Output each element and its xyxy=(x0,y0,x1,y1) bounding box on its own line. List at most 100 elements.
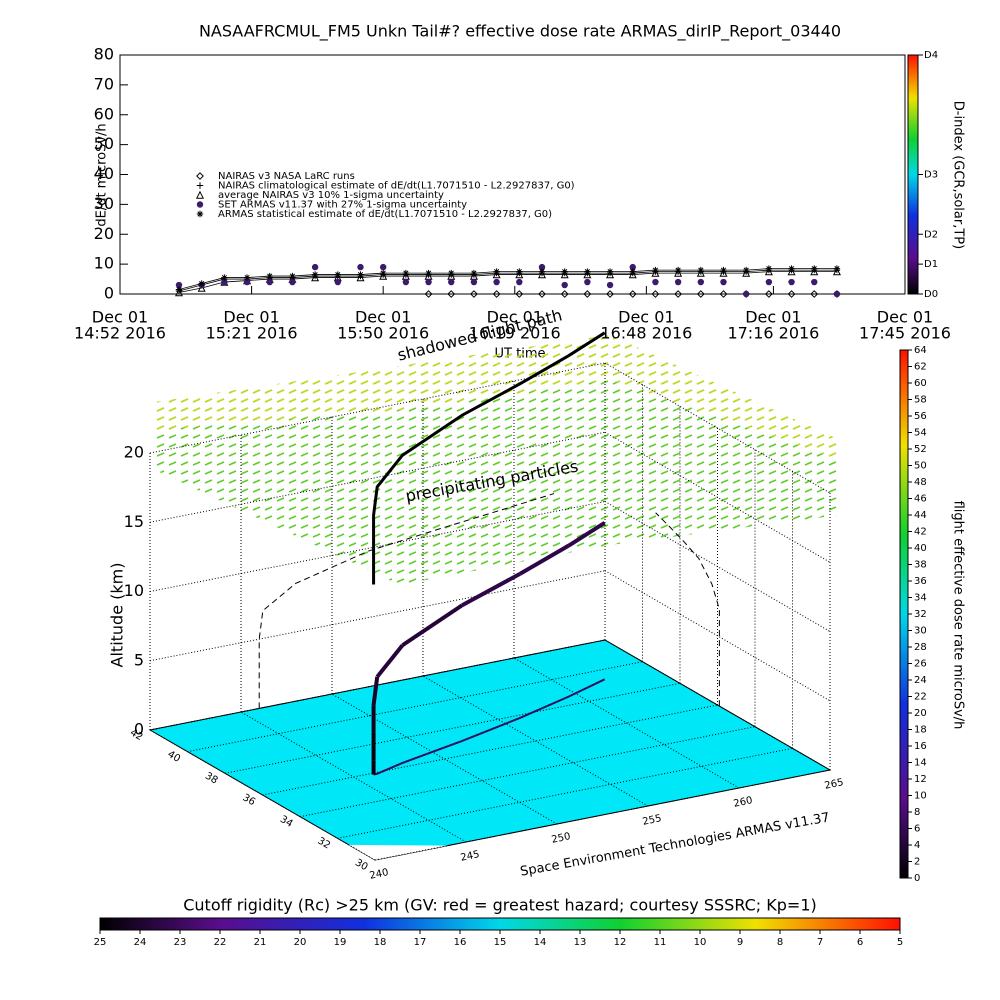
x-tick-label: Dec 01 xyxy=(745,308,801,327)
colorbar xyxy=(99,917,901,931)
x-tick-label: 16:19 2016 xyxy=(469,324,561,343)
colorbar-tick-label: 54 xyxy=(914,428,927,439)
flight-segment xyxy=(401,603,464,647)
data-point xyxy=(720,278,727,286)
colorbar-tick-label: 20 xyxy=(294,937,307,948)
x-tick-label: 14:52 2016 xyxy=(74,324,166,343)
colorbar-tick-label: 52 xyxy=(914,444,927,455)
wall-shadow xyxy=(655,512,720,707)
data-point xyxy=(174,288,183,297)
data-point xyxy=(696,290,705,298)
y-axis-label: dE/dt microSv/h xyxy=(95,123,110,226)
y-tick-label: 20 xyxy=(94,224,114,243)
colorbar-tick-label: 18 xyxy=(374,937,387,948)
data-point xyxy=(311,273,320,282)
colorbar-tick-label: 19 xyxy=(334,937,347,948)
data-point xyxy=(811,265,818,272)
flight-segment xyxy=(371,676,380,706)
z-tick-label: 10 xyxy=(124,581,144,600)
colorbar-tick-label: D4 xyxy=(924,50,938,61)
data-point xyxy=(379,271,388,280)
data-point xyxy=(357,271,364,278)
colorbar-tick-label: 13 xyxy=(574,937,587,948)
data-point xyxy=(334,271,342,278)
data-point xyxy=(810,267,819,276)
z-tick-label: 15 xyxy=(124,512,144,531)
data-point xyxy=(470,278,478,286)
colorbar-tick-label: 9 xyxy=(737,937,743,948)
lat-tick-label: 34 xyxy=(278,814,295,830)
legend-label: SET ARMAS v11.37 with 27% 1-sigma uncert… xyxy=(218,200,467,211)
data-point xyxy=(719,290,728,298)
x-tick-label: Dec 01 xyxy=(92,308,148,327)
data-point xyxy=(289,278,296,286)
data-point xyxy=(652,266,659,274)
colorbar-tick-label: 28 xyxy=(914,642,927,653)
colorbar-tick-label: 22 xyxy=(214,937,227,948)
y-tick-label: 40 xyxy=(94,164,114,183)
data-point xyxy=(402,269,410,277)
data-point xyxy=(719,268,728,277)
lat-tick-label: 30 xyxy=(353,857,370,873)
map-grid-line xyxy=(422,675,649,807)
lat-tick-label: 38 xyxy=(203,771,220,787)
z-tick-label: 0 xyxy=(134,720,144,739)
legend-label: NAIRAS v3 NASA LaRC runs xyxy=(218,171,355,182)
map-grid-line xyxy=(331,693,558,825)
map-grid-line xyxy=(240,711,467,843)
data-point xyxy=(221,274,228,281)
series-line xyxy=(178,269,837,292)
flight-segment xyxy=(567,521,606,548)
data-point xyxy=(674,290,683,298)
data-point xyxy=(788,265,795,272)
data-point xyxy=(810,290,819,298)
data-point xyxy=(221,278,228,286)
colorbar-tick-label: 6 xyxy=(857,937,863,948)
colorbar-tick-label: 7 xyxy=(817,937,823,948)
colorbar-tick-label: 64 xyxy=(914,345,927,356)
colorbar-tick-label: 20 xyxy=(914,708,927,719)
data-point xyxy=(515,270,524,279)
colorbar-tick-label: 46 xyxy=(914,494,927,505)
colorbar-tick-label: 60 xyxy=(914,378,927,389)
data-point xyxy=(266,272,273,280)
colorbar-tick-label: 40 xyxy=(914,543,927,554)
flight-segment xyxy=(461,572,521,607)
colorbar-label: D-index (GCR,solar,TP) xyxy=(951,101,966,249)
colorbar-tick-label: 16 xyxy=(914,741,927,752)
data-point xyxy=(515,290,524,298)
data-point xyxy=(198,280,205,287)
data-point xyxy=(787,267,796,276)
data-point xyxy=(629,263,636,271)
colorbar-tick-label: 38 xyxy=(914,560,927,571)
data-point xyxy=(516,268,523,275)
map-grid-line xyxy=(262,704,718,796)
particle-region-top xyxy=(155,335,840,460)
colorbar-tick-label: 44 xyxy=(914,510,927,521)
map-grid-line xyxy=(187,661,643,753)
legend-marker xyxy=(196,210,204,218)
colorbar-tick-label: 18 xyxy=(914,725,927,736)
colorbar-tick-label: 8 xyxy=(914,807,920,818)
data-point xyxy=(425,278,432,286)
colorbar-tick-label: 6 xyxy=(914,824,920,835)
data-point xyxy=(266,278,273,286)
colorbar-tick-label: 14 xyxy=(534,937,547,948)
data-point xyxy=(628,270,637,279)
data-point xyxy=(697,266,705,274)
data-point xyxy=(742,290,750,298)
chart-title: NASAAFRCMUL_FM5 Unkn Tail#? effective do… xyxy=(199,22,841,42)
data-point xyxy=(629,268,636,275)
lon-tick-label: 245 xyxy=(460,849,481,864)
map-grid-line xyxy=(337,747,793,839)
data-point xyxy=(811,278,818,286)
grid-line xyxy=(149,570,606,662)
data-point xyxy=(583,270,592,279)
data-point xyxy=(788,278,795,286)
colorbar-label: flight effective dose rate microSv/h xyxy=(951,501,966,730)
data-point xyxy=(243,278,251,286)
data-point xyxy=(379,263,387,271)
x-tick-label: Dec 01 xyxy=(223,308,279,327)
lat-tick-label: 40 xyxy=(165,749,182,765)
data-point xyxy=(674,266,682,274)
